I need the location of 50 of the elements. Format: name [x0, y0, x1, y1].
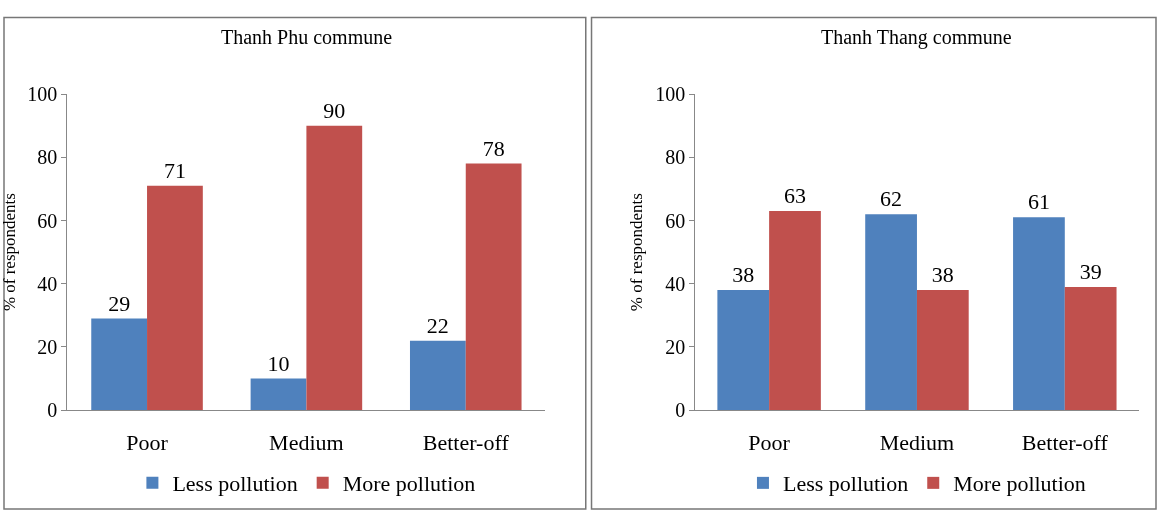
- y-tick-label: 80: [37, 146, 58, 169]
- bar: [91, 318, 148, 411]
- x-tick-label: Medium: [879, 429, 955, 455]
- x-tick-label: Medium: [269, 429, 344, 455]
- legend-label: More pollution: [342, 471, 476, 497]
- data-label: 71: [163, 157, 186, 183]
- data-label: 62: [880, 186, 903, 212]
- y-tick-label: 20: [665, 335, 686, 358]
- data-label: 22: [426, 312, 449, 338]
- bar: [147, 185, 203, 411]
- legend-label: More pollution: [953, 471, 1086, 497]
- chart-title: Thanh Thang commune: [821, 26, 1012, 49]
- y-tick-label: 40: [665, 272, 686, 295]
- bar: [717, 290, 770, 411]
- bar: [916, 290, 969, 411]
- bar: [1064, 286, 1117, 411]
- legend-label: Less pollution: [172, 471, 298, 497]
- data-label: 29: [108, 290, 131, 316]
- y-tick-label: 100: [27, 83, 58, 106]
- legend-label: Less pollution: [782, 471, 909, 497]
- data-label: 61: [1027, 189, 1050, 215]
- y-tick-label: 0: [47, 399, 58, 422]
- y-tick-label: 0: [675, 399, 686, 422]
- bar: [769, 211, 821, 411]
- x-tick-label: Better-off: [1021, 429, 1109, 455]
- y-tick-label: 100: [655, 83, 686, 106]
- bar: [865, 214, 917, 411]
- x-tick-label: Better-off: [422, 429, 510, 455]
- x-tick-label: Poor: [748, 429, 791, 455]
- y-tick-label: 40: [37, 272, 58, 295]
- chart-title: Thanh Phu commune: [221, 26, 393, 48]
- y-axis-title: % of respondents: [626, 193, 646, 312]
- y-tick-label: 60: [665, 209, 686, 232]
- data-label: 10: [267, 350, 290, 376]
- data-label: 90: [323, 97, 346, 123]
- data-label: 38: [732, 262, 755, 288]
- y-tick-label: 60: [37, 209, 58, 232]
- y-tick-label: 20: [37, 335, 58, 358]
- x-tick-label: Poor: [126, 429, 169, 455]
- data-label: 38: [931, 262, 954, 288]
- bar: [465, 163, 522, 411]
- y-tick-label: 80: [665, 146, 686, 169]
- data-label: 63: [783, 183, 806, 209]
- data-label: 78: [482, 135, 505, 161]
- bar: [250, 378, 307, 411]
- bar: [1013, 217, 1065, 411]
- bar: [306, 125, 363, 411]
- y-axis-title: % of respondents: [0, 193, 19, 312]
- bar: [409, 340, 466, 411]
- data-label: 39: [1079, 258, 1102, 284]
